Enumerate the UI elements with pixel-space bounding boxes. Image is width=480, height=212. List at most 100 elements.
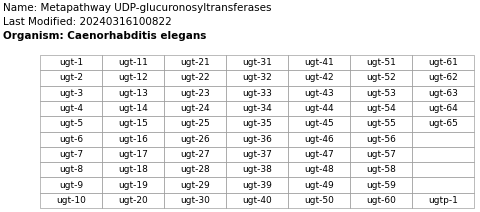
Text: ugt-65: ugt-65 xyxy=(428,119,458,128)
Text: ugt-1: ugt-1 xyxy=(59,58,83,67)
Bar xyxy=(40,162,102,177)
Text: ugt-55: ugt-55 xyxy=(366,119,396,128)
Bar xyxy=(164,70,226,86)
Bar xyxy=(164,55,226,70)
Bar xyxy=(102,86,164,101)
Bar xyxy=(226,116,288,131)
Bar xyxy=(288,101,350,116)
Bar xyxy=(102,177,164,193)
Text: ugt-58: ugt-58 xyxy=(366,165,396,174)
Text: ugt-24: ugt-24 xyxy=(180,104,210,113)
Text: ugt-5: ugt-5 xyxy=(59,119,83,128)
Text: ugt-59: ugt-59 xyxy=(366,181,396,190)
Text: Organism: Caenorhabditis elegans: Organism: Caenorhabditis elegans xyxy=(3,31,206,41)
Text: ugt-22: ugt-22 xyxy=(180,73,210,82)
Text: ugt-13: ugt-13 xyxy=(118,89,148,98)
Text: ugt-9: ugt-9 xyxy=(59,181,83,190)
Text: ugt-54: ugt-54 xyxy=(366,104,396,113)
Bar xyxy=(226,147,288,162)
Text: ugt-4: ugt-4 xyxy=(59,104,83,113)
Bar xyxy=(412,86,474,101)
Text: ugt-16: ugt-16 xyxy=(118,135,148,144)
Bar xyxy=(350,162,412,177)
Bar xyxy=(412,55,474,70)
Bar xyxy=(40,70,102,86)
Bar xyxy=(164,101,226,116)
Text: ugt-52: ugt-52 xyxy=(366,73,396,82)
Text: ugt-7: ugt-7 xyxy=(59,150,83,159)
Bar xyxy=(350,147,412,162)
Bar xyxy=(226,162,288,177)
Bar xyxy=(350,116,412,131)
Bar xyxy=(40,193,102,208)
Bar xyxy=(288,147,350,162)
Bar xyxy=(164,177,226,193)
Text: ugt-53: ugt-53 xyxy=(366,89,396,98)
Text: ugt-17: ugt-17 xyxy=(118,150,148,159)
Bar xyxy=(288,70,350,86)
Bar xyxy=(226,70,288,86)
Text: ugtp-1: ugtp-1 xyxy=(428,196,458,205)
Text: ugt-61: ugt-61 xyxy=(428,58,458,67)
Bar xyxy=(164,116,226,131)
Text: ugt-26: ugt-26 xyxy=(180,135,210,144)
Bar xyxy=(102,131,164,147)
Text: ugt-47: ugt-47 xyxy=(304,150,334,159)
Text: ugt-10: ugt-10 xyxy=(56,196,86,205)
Text: ugt-64: ugt-64 xyxy=(428,104,458,113)
Text: ugt-36: ugt-36 xyxy=(242,135,272,144)
Bar xyxy=(40,131,102,147)
Text: ugt-49: ugt-49 xyxy=(304,181,334,190)
Text: ugt-14: ugt-14 xyxy=(118,104,148,113)
Text: ugt-41: ugt-41 xyxy=(304,58,334,67)
Bar xyxy=(412,193,474,208)
Text: ugt-23: ugt-23 xyxy=(180,89,210,98)
Bar xyxy=(288,162,350,177)
Bar xyxy=(412,131,474,147)
Bar xyxy=(226,177,288,193)
Text: ugt-48: ugt-48 xyxy=(304,165,334,174)
Text: ugt-37: ugt-37 xyxy=(242,150,272,159)
Text: ugt-39: ugt-39 xyxy=(242,181,272,190)
Text: ugt-35: ugt-35 xyxy=(242,119,272,128)
Text: Name: Metapathway UDP-glucuronosyltransferases: Name: Metapathway UDP-glucuronosyltransf… xyxy=(3,3,272,13)
Text: ugt-62: ugt-62 xyxy=(428,73,458,82)
Bar xyxy=(412,70,474,86)
Bar xyxy=(40,147,102,162)
Text: ugt-46: ugt-46 xyxy=(304,135,334,144)
Text: ugt-60: ugt-60 xyxy=(366,196,396,205)
Text: ugt-29: ugt-29 xyxy=(180,181,210,190)
Bar xyxy=(164,86,226,101)
Bar xyxy=(40,101,102,116)
Text: ugt-8: ugt-8 xyxy=(59,165,83,174)
Text: ugt-31: ugt-31 xyxy=(242,58,272,67)
Bar xyxy=(226,193,288,208)
Bar xyxy=(288,116,350,131)
Text: ugt-40: ugt-40 xyxy=(242,196,272,205)
Bar xyxy=(102,101,164,116)
Bar xyxy=(102,147,164,162)
Text: ugt-25: ugt-25 xyxy=(180,119,210,128)
Bar xyxy=(102,70,164,86)
Text: ugt-21: ugt-21 xyxy=(180,58,210,67)
Text: ugt-44: ugt-44 xyxy=(304,104,334,113)
Text: ugt-33: ugt-33 xyxy=(242,89,272,98)
Bar xyxy=(164,147,226,162)
Text: ugt-30: ugt-30 xyxy=(180,196,210,205)
Bar xyxy=(102,55,164,70)
Text: ugt-43: ugt-43 xyxy=(304,89,334,98)
Bar xyxy=(164,131,226,147)
Bar xyxy=(288,131,350,147)
Bar xyxy=(226,131,288,147)
Text: ugt-18: ugt-18 xyxy=(118,165,148,174)
Bar xyxy=(102,193,164,208)
Text: ugt-51: ugt-51 xyxy=(366,58,396,67)
Bar xyxy=(350,131,412,147)
Text: ugt-2: ugt-2 xyxy=(59,73,83,82)
Bar xyxy=(350,101,412,116)
Bar xyxy=(350,55,412,70)
Text: ugt-19: ugt-19 xyxy=(118,181,148,190)
Bar xyxy=(164,162,226,177)
Text: ugt-63: ugt-63 xyxy=(428,89,458,98)
Bar xyxy=(412,177,474,193)
